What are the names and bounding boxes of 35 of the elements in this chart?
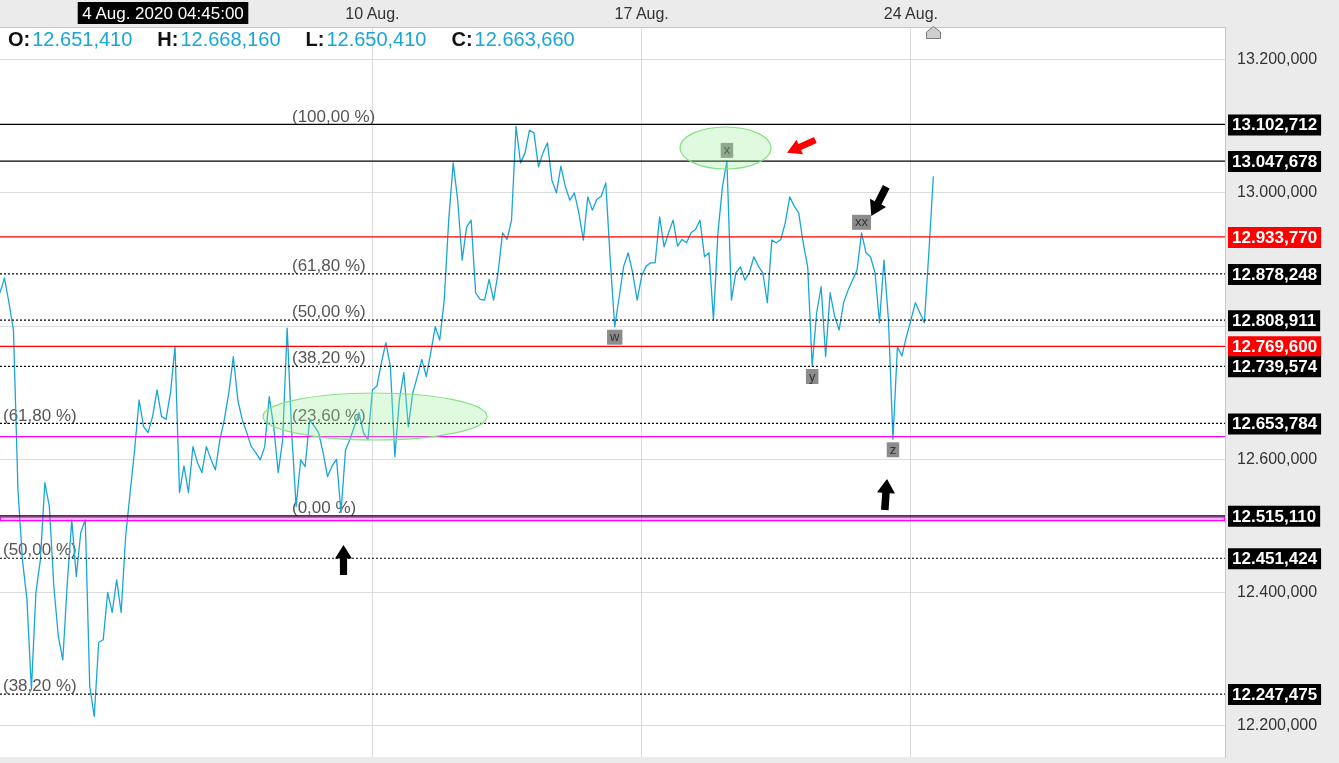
annotation: (23,60 %) (292, 405, 366, 425)
annotation: (61,80 %) (292, 256, 366, 276)
annotation: y (808, 368, 816, 384)
x-tick-label: 24 Aug. (883, 4, 939, 22)
y-tick-label: 13.000,000 (1237, 183, 1318, 201)
y-tick-label: 12.200,000 (1237, 716, 1318, 734)
y-tick-label: 12.400,000 (1237, 582, 1318, 600)
ref-line-label: 12.247,475 (1232, 684, 1318, 704)
annotation: z (889, 441, 897, 457)
annotation: (100,00 %) (292, 106, 376, 126)
ref-line-label: 12.451,424 (1232, 548, 1318, 568)
annotation: w (609, 329, 621, 345)
ref-line-label: 12.933,770 (1232, 227, 1318, 247)
ref-line-label: 12.653,784 (1232, 414, 1318, 434)
x-tick-label: 10 Aug. (345, 4, 400, 22)
x-tick-label: 17 Aug. (614, 4, 669, 22)
annotation: (50,00 %) (292, 302, 366, 322)
text: 4 Aug. 2020 04:45:00 (82, 3, 244, 23)
ref-line-label: 12.808,911 (1232, 310, 1317, 330)
y-tick-label: 13.200,000 (1237, 50, 1318, 68)
annotation: H:12.668,160 (157, 27, 281, 50)
annotation: (38,20 %) (3, 676, 77, 696)
ref-line-label: 12.769,600 (1232, 337, 1318, 356)
y-tick-label: 12.600,000 (1237, 449, 1318, 467)
annotation: x (723, 142, 731, 158)
annotation: L:12.650,410 (305, 27, 427, 50)
ref-line-label: 13.047,678 (1232, 151, 1318, 171)
annotation: O:12.651,410 (8, 27, 133, 50)
annotation: C:12.663,660 (451, 27, 575, 50)
ref-line-label: 12.515,110 (1232, 506, 1317, 526)
annotation: xx (855, 214, 869, 230)
ref-line-label: 13.102,712 (1232, 115, 1318, 135)
annotation: (38,20 %) (292, 348, 366, 368)
ref-line-label: 12.878,248 (1232, 264, 1318, 284)
ref-line-label: 12.739,574 (1232, 356, 1318, 376)
